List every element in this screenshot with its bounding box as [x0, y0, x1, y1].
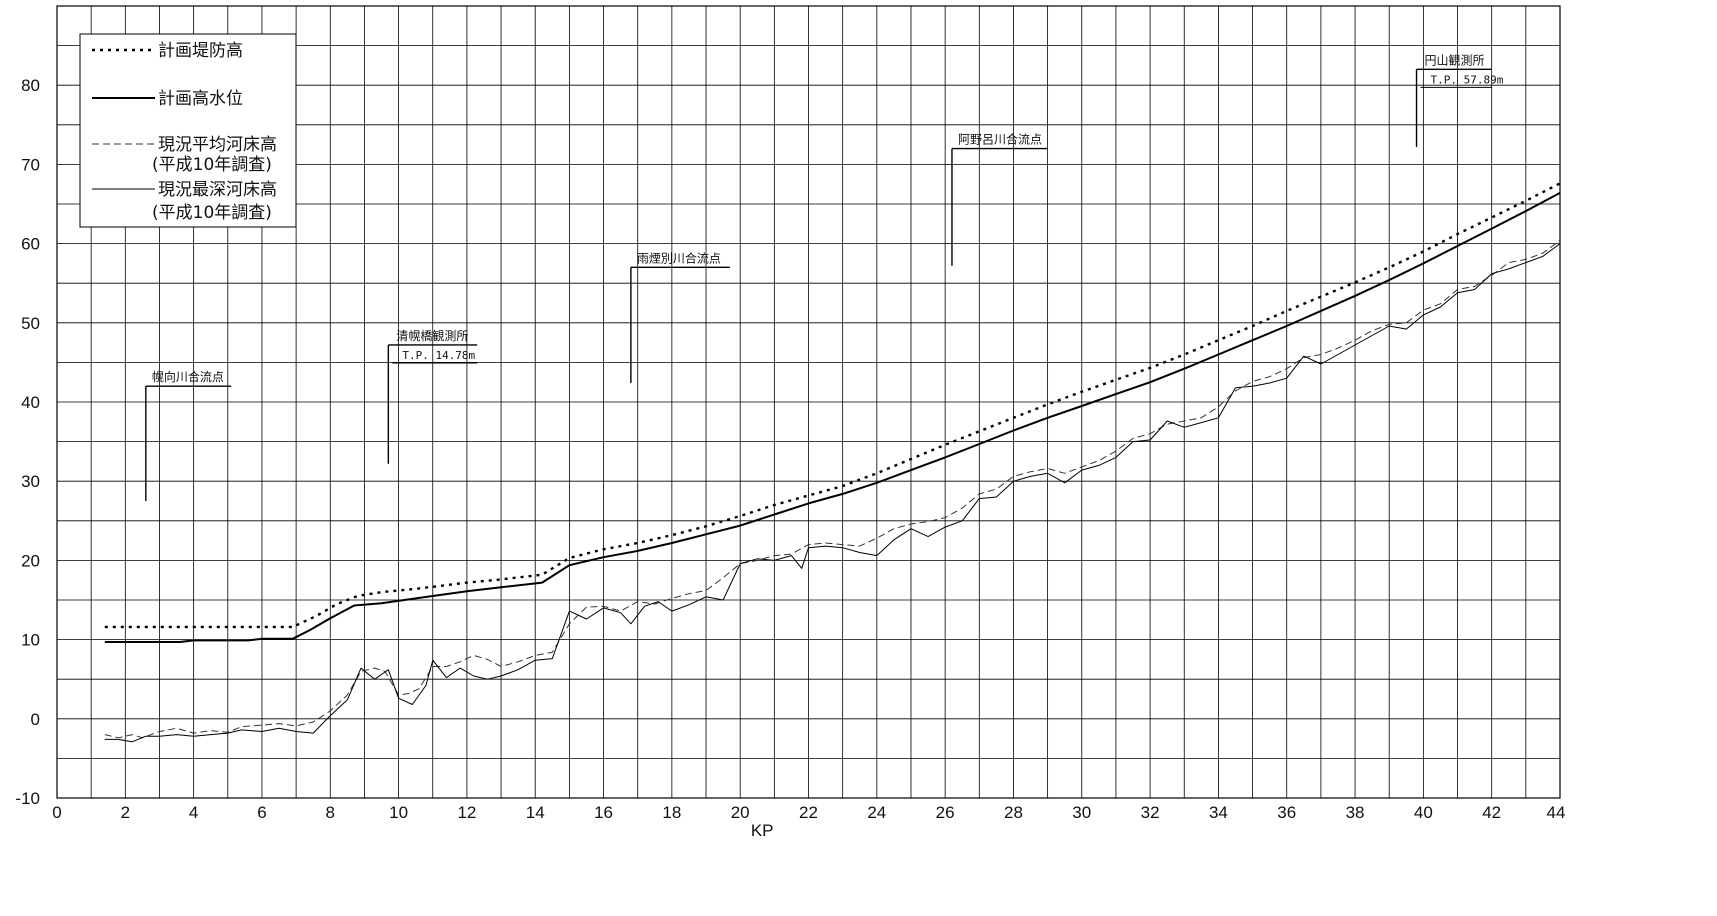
- y-tick-label: 30: [21, 472, 40, 491]
- x-tick-label: 42: [1482, 803, 1501, 822]
- y-tick-label: 70: [21, 155, 40, 174]
- x-tick-label: 30: [1072, 803, 1091, 822]
- x-axis-label: KP: [751, 821, 774, 840]
- series-layer: [104, 182, 1561, 743]
- legend: 計画堤防高計画高水位現況平均河床高(平成10年調査)現況最深河床高(平成10年調…: [79, 33, 297, 228]
- x-tick-label: 18: [662, 803, 681, 822]
- x-tick-label: 40: [1414, 803, 1433, 822]
- annotation-4: 阿野呂川合流点: [951, 132, 1048, 266]
- legend-box: [79, 33, 297, 228]
- x-tick-label: 26: [936, 803, 955, 822]
- y-tick-label: 50: [21, 314, 40, 333]
- annotation-sublabel: T.P. 14.78m: [402, 349, 475, 362]
- annotation-layer: 幌向川合流点 清幌橋観測所 T.P. 14.78m 雨煙別川合流点 阿野呂川合流点 円山観…: [145, 53, 1504, 501]
- x-tick-label: 10: [389, 803, 408, 822]
- y-tick-label: -10: [15, 789, 40, 808]
- x-tick-label: 44: [1547, 803, 1566, 822]
- annotation-1: 幌向川合流点: [145, 369, 232, 501]
- x-tick-label: 34: [1209, 803, 1228, 822]
- legend-sublabel-3: (平成10年調査): [152, 155, 272, 175]
- series-line-2: [104, 192, 1561, 643]
- legend-sublabel-4: (平成10年調査): [152, 203, 272, 223]
- y-tick-label: 20: [21, 551, 40, 570]
- y-tick-label: 10: [21, 631, 40, 650]
- x-tick-label: 0: [52, 803, 61, 822]
- tick-layer: 0 2 4 6 8 10 12 14 16 18 20 22 24 26 28 30 32 34 36 38 40 42 4…: [15, 76, 1565, 822]
- annotation-label: 阿野呂川合流点: [958, 132, 1042, 147]
- annotation-5: 円山観測所 T.P. 57.89m: [1415, 53, 1504, 147]
- legend-label-4: 現況最深河床高: [158, 180, 277, 200]
- x-tick-label: 32: [1141, 803, 1160, 822]
- annotation-label: 幌向川合流点: [152, 369, 224, 384]
- x-tick-label: 2: [121, 803, 130, 822]
- x-tick-label: 4: [189, 803, 198, 822]
- legend-label-1: 計画堤防高: [158, 41, 243, 61]
- annotation-2: 清幌橋観測所 T.P. 14.78m: [387, 328, 478, 464]
- y-tick-label: 60: [21, 235, 40, 254]
- x-tick-label: 20: [731, 803, 750, 822]
- x-tick-label: 6: [257, 803, 266, 822]
- x-tick-label: 38: [1346, 803, 1365, 822]
- annotation-3: 雨煙別川合流点: [630, 250, 730, 383]
- series-line-4: [104, 243, 1561, 743]
- y-tick-label: 0: [31, 710, 40, 729]
- annotation-label: 雨煙別川合流点: [637, 250, 721, 265]
- annotation-label: 清幌橋観測所: [396, 328, 468, 343]
- legend-label-3: 現況平均河床高: [158, 135, 277, 155]
- plot-frame: [56, 5, 1561, 799]
- x-tick-label: 12: [457, 803, 476, 822]
- x-tick-label: 22: [799, 803, 818, 822]
- series-line-1: [104, 182, 1561, 629]
- x-tick-label: 14: [526, 803, 545, 822]
- x-tick-label: 28: [1004, 803, 1023, 822]
- x-tick-label: 36: [1277, 803, 1296, 822]
- x-tick-label: 8: [326, 803, 335, 822]
- legend-label-2: 計画高水位: [158, 89, 243, 109]
- annotation-label: 円山観測所: [1425, 53, 1485, 67]
- y-tick-label: 40: [21, 393, 40, 412]
- x-tick-label: 24: [867, 803, 886, 822]
- annotation-sublabel: T.P. 57.89m: [1431, 73, 1504, 86]
- y-tick-label: 80: [21, 76, 40, 95]
- x-tick-label: 16: [594, 803, 613, 822]
